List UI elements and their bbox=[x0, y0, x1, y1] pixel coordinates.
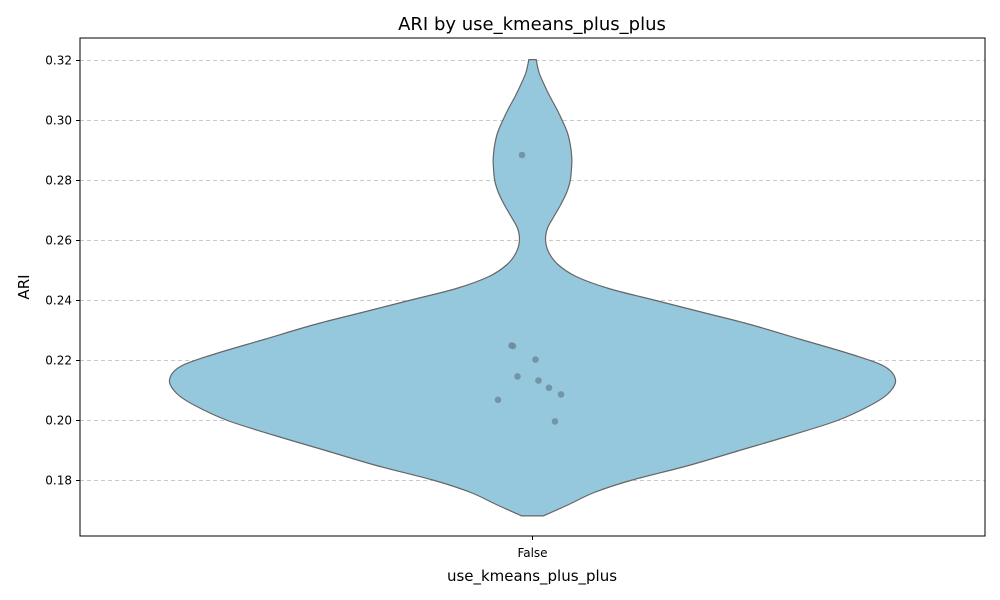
data-point bbox=[545, 384, 553, 392]
y-tick-label: 0.18 bbox=[45, 474, 72, 488]
points-layer bbox=[494, 151, 565, 425]
violin-body bbox=[168, 59, 897, 517]
data-point bbox=[532, 356, 539, 363]
y-tick-label: 0.28 bbox=[45, 174, 72, 188]
data-point bbox=[494, 396, 502, 404]
y-axis-ticks: 0.18 0.20 0.22 0.24 0.26 0.28 0.30 0.32 bbox=[45, 54, 80, 488]
violin-layer bbox=[168, 59, 897, 517]
data-point bbox=[509, 342, 517, 350]
x-axis-ticks: False bbox=[517, 536, 548, 560]
y-tick-label: 0.30 bbox=[45, 114, 72, 128]
y-tick-label: 0.32 bbox=[45, 54, 72, 68]
y-tick-label: 0.22 bbox=[45, 354, 72, 368]
x-axis-label: use_kmeans_plus_plus bbox=[447, 567, 617, 586]
data-point bbox=[551, 418, 559, 425]
data-point bbox=[535, 377, 542, 384]
chart-title: ARI by use_kmeans_plus_plus bbox=[398, 14, 666, 35]
y-axis-label: ARI bbox=[15, 274, 33, 299]
data-point bbox=[514, 373, 521, 380]
y-tick-label: 0.20 bbox=[45, 414, 72, 428]
data-point bbox=[557, 391, 565, 398]
data-point bbox=[518, 151, 526, 159]
y-tick-label: 0.26 bbox=[45, 234, 72, 248]
x-tick-label: False bbox=[517, 546, 547, 560]
y-tick-label: 0.24 bbox=[45, 294, 72, 308]
